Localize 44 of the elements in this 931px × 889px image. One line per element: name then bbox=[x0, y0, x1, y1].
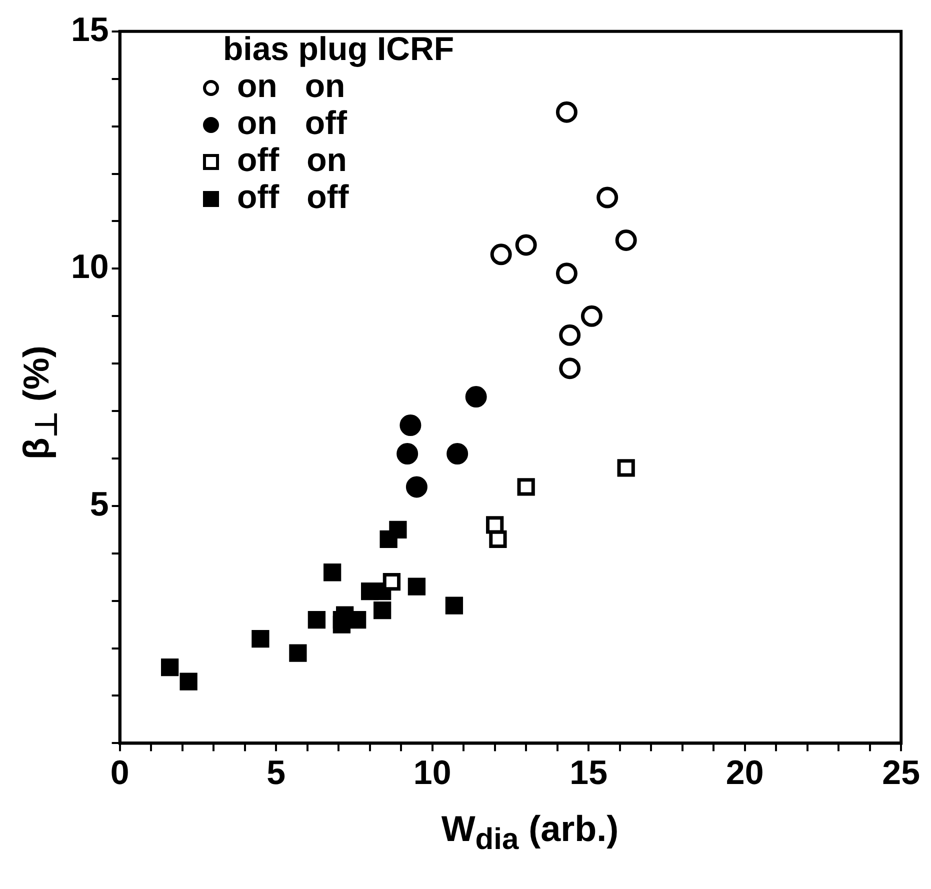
point bbox=[489, 530, 507, 548]
legend-label: off on bbox=[236, 141, 348, 178]
point bbox=[556, 101, 578, 123]
point bbox=[374, 602, 392, 620]
point bbox=[559, 358, 581, 380]
point bbox=[408, 578, 426, 596]
point bbox=[308, 611, 326, 629]
y-tick-label: 15 bbox=[70, 10, 109, 49]
point bbox=[161, 658, 179, 676]
point bbox=[615, 229, 637, 251]
legend-label: off off bbox=[236, 178, 350, 215]
legend-label: on off bbox=[236, 104, 348, 141]
point bbox=[400, 414, 422, 436]
x-tick-label: 5 bbox=[266, 754, 286, 792]
x-tick-label: 15 bbox=[570, 754, 608, 792]
y-tick-label: 5 bbox=[90, 485, 109, 524]
point bbox=[445, 596, 464, 614]
point bbox=[396, 442, 418, 464]
point bbox=[490, 244, 512, 266]
point bbox=[446, 442, 468, 464]
x-tick-label: 0 bbox=[110, 754, 130, 792]
point bbox=[382, 573, 401, 591]
x-tick-label: 10 bbox=[413, 754, 452, 792]
point bbox=[465, 386, 487, 408]
x-tick-label: 20 bbox=[726, 754, 764, 792]
y-tick-label: 10 bbox=[70, 248, 109, 286]
legend-title: bias plug ICRF bbox=[223, 30, 454, 67]
point bbox=[515, 234, 537, 256]
point bbox=[252, 630, 270, 648]
point bbox=[617, 459, 635, 477]
x-tick-label: 25 bbox=[882, 754, 920, 792]
point bbox=[324, 564, 342, 582]
point bbox=[348, 611, 366, 629]
point bbox=[389, 520, 407, 538]
point bbox=[559, 324, 581, 346]
point bbox=[180, 672, 198, 690]
point bbox=[556, 262, 578, 284]
point bbox=[517, 478, 535, 496]
legend-label: on on bbox=[236, 67, 346, 104]
point bbox=[580, 305, 602, 327]
point bbox=[596, 186, 618, 208]
point bbox=[289, 644, 307, 662]
point bbox=[406, 476, 428, 498]
x-axis-title: W$_{dia}$ (arb.) bbox=[440, 808, 620, 858]
